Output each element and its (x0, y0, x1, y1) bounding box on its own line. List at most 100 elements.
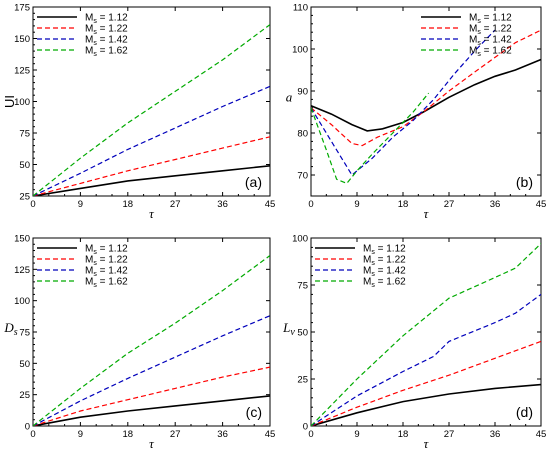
legend-entry: Ms = 1.62 (85, 277, 128, 290)
series-line (33, 395, 270, 426)
legend-entry: Ms = 1.12 (85, 13, 128, 26)
legend-entry: Ms = 1.42 (469, 35, 512, 48)
y-axis-title: UI (2, 95, 17, 108)
y-tick-label: 50 (19, 160, 30, 171)
x-tick-label: 36 (490, 429, 501, 440)
y-tick-label: 110 (293, 3, 308, 14)
legend-entry: Ms = 1.42 (363, 266, 406, 279)
x-tick-label: 27 (170, 199, 181, 210)
legend-entry: Ms = 1.22 (85, 24, 128, 37)
x-tick-label: 0 (308, 199, 313, 210)
y-tick-label: 100 (292, 234, 308, 245)
plot-frame (32, 237, 271, 427)
x-tick-label: 36 (217, 429, 228, 440)
x-tick-label: 45 (536, 429, 547, 440)
series-line (311, 58, 541, 132)
y-tick-label: 25 (297, 375, 308, 386)
y-tick-label: 80 (297, 129, 308, 140)
series-line (311, 383, 541, 426)
y-tick-label: 150 (14, 234, 30, 245)
panel-label: (a) (245, 174, 262, 190)
series-line (33, 255, 270, 426)
legend-entry: Ms = 1.12 (469, 13, 512, 26)
x-tick-label: 45 (536, 199, 547, 210)
x-tick-label: 18 (123, 199, 134, 210)
y-tick-label: 100 (292, 45, 308, 56)
y-tick-label: 175 (14, 3, 30, 14)
x-axis-title: τ (424, 206, 430, 221)
legend-entry: Ms = 1.42 (85, 266, 128, 279)
series-line (311, 92, 430, 185)
y-tick-label: 125 (14, 66, 30, 77)
legend-entry: Ms = 1.42 (85, 35, 128, 48)
series-line (33, 24, 270, 196)
series-line (311, 340, 541, 426)
series-line (33, 165, 270, 196)
legend-entry: Ms = 1.62 (363, 277, 406, 290)
y-axis-title: a (286, 90, 293, 105)
x-tick-label: 27 (170, 429, 181, 440)
y-tick-label: 25 (19, 390, 30, 401)
x-tick-label: 27 (444, 199, 455, 210)
x-tick-label: 18 (398, 199, 409, 210)
y-tick-label: 100 (14, 97, 30, 108)
x-tick-label: 0 (308, 429, 313, 440)
x-axis-title: τ (149, 436, 155, 451)
panel-label: (c) (246, 404, 262, 420)
x-tick-label: 0 (30, 429, 35, 440)
y-tick-label: 0 (303, 422, 308, 433)
y-tick-label: 150 (14, 34, 30, 45)
y-tick-label: 90 (297, 87, 308, 98)
legend-entry: Ms = 1.62 (469, 46, 512, 59)
legend-entry: Ms = 1.62 (85, 46, 128, 59)
x-axis-title: τ (149, 206, 155, 221)
panel-label: (d) (516, 404, 533, 420)
legend-entry: Ms = 1.22 (85, 255, 128, 268)
y-axis-title: Lv (282, 320, 295, 338)
plot-frame (32, 6, 271, 197)
y-tick-label: 75 (297, 281, 308, 292)
y-tick-label: 75 (19, 129, 30, 140)
y-tick-label: 50 (297, 328, 308, 339)
series-line (311, 29, 496, 176)
x-tick-label: 27 (444, 429, 455, 440)
x-tick-label: 36 (490, 199, 501, 210)
panel-label: (b) (516, 174, 533, 190)
plot-frame (310, 6, 542, 197)
y-tick-label: 70 (297, 171, 308, 182)
x-tick-label: 9 (78, 429, 83, 440)
legend-entry: Ms = 1.22 (363, 255, 406, 268)
series-line (33, 85, 270, 196)
x-tick-label: 9 (78, 199, 83, 210)
series-line (311, 293, 541, 426)
series-line (33, 366, 270, 426)
y-tick-label: 75 (19, 328, 30, 339)
series-line (311, 243, 541, 426)
y-tick-label: 0 (25, 422, 30, 433)
x-tick-label: 45 (265, 429, 276, 440)
x-axis-title: τ (424, 436, 430, 451)
y-tick-label: 50 (19, 359, 30, 370)
x-tick-label: 9 (354, 429, 359, 440)
y-axis-title-sub: v (290, 327, 295, 338)
series-line (33, 136, 270, 196)
y-axis-title-sub: s (14, 327, 18, 338)
x-tick-label: 0 (30, 199, 35, 210)
x-tick-label: 45 (265, 199, 276, 210)
x-tick-label: 18 (123, 429, 134, 440)
legend-entry: Ms = 1.12 (363, 244, 406, 257)
x-tick-label: 18 (398, 429, 409, 440)
panel-a: 0 9 18 27 36 45 25 50 75 100 125 150 175 τ UI Ms = 1.12… (2, 3, 275, 222)
y-axis-title: Ds (3, 320, 17, 338)
x-tick-label: 36 (217, 199, 228, 210)
legend-entry: Ms = 1.22 (469, 24, 512, 37)
series-line (311, 29, 541, 147)
series-line (33, 315, 270, 426)
y-tick-label: 100 (14, 296, 30, 307)
y-tick-label: 25 (19, 192, 30, 203)
x-tick-label: 9 (354, 199, 359, 210)
